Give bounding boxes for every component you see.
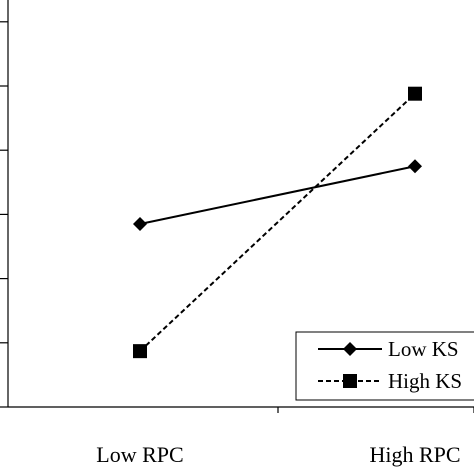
x-axis-tick-labels: Low RPC High RPC — [96, 442, 460, 467]
legend-box — [295, 331, 474, 401]
legend-entry: High KS — [318, 369, 462, 393]
square-point — [133, 344, 147, 359]
x-tick-label: Low RPC — [96, 442, 183, 467]
legend-marker — [343, 342, 357, 356]
x-axis: Low RPC High RPC — [8, 406, 474, 467]
series-line — [139, 165, 416, 226]
legend: Low KS High KS — [295, 331, 474, 401]
legend-label: High KS — [388, 369, 462, 393]
legend-items: Low KS High KS — [318, 337, 462, 393]
y-axis-ticks — [0, 21, 8, 408]
series-high-ks — [133, 86, 422, 359]
square-point — [408, 86, 422, 101]
y-axis — [0, 0, 9, 408]
series-low-ks — [133, 159, 422, 232]
diamond-point — [408, 159, 422, 174]
x-axis-ticks — [277, 407, 474, 413]
legend-entry: Low KS — [318, 337, 459, 361]
x-tick-label: High RPC — [369, 442, 460, 467]
diamond-point — [133, 217, 147, 232]
legend-label: Low KS — [388, 337, 459, 361]
legend-marker — [343, 374, 357, 388]
series-line — [139, 92, 416, 352]
series-layer — [133, 86, 422, 359]
